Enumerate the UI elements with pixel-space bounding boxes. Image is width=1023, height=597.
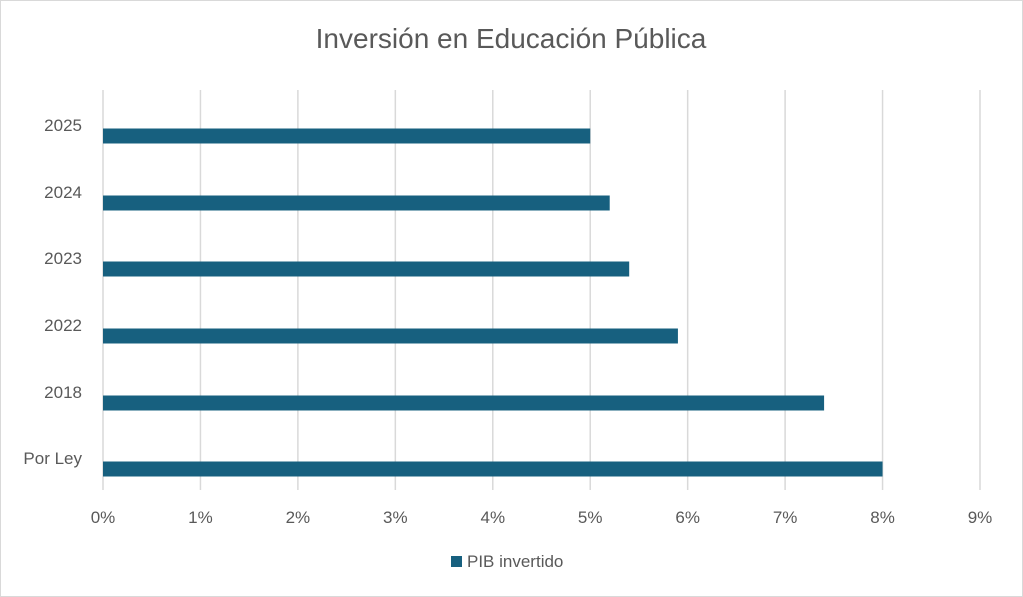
- bar-2025: [103, 128, 591, 144]
- x-tick-label: 4%: [480, 508, 505, 527]
- x-tick-label: 0%: [91, 508, 116, 527]
- bar-2022: [103, 328, 678, 344]
- chart-title: Inversión en Educación Pública: [316, 23, 707, 54]
- x-tick-label: 2%: [286, 508, 311, 527]
- bars: [103, 128, 883, 477]
- category-label: 2018: [44, 383, 82, 402]
- x-tick-label: 3%: [383, 508, 408, 527]
- category-label: 2022: [44, 316, 82, 335]
- bar-2018: [103, 395, 825, 411]
- legend: PIB invertido: [451, 552, 563, 571]
- category-label: Por Ley: [23, 449, 82, 468]
- x-tick-label: 5%: [578, 508, 603, 527]
- legend-label: PIB invertido: [467, 552, 563, 571]
- tick-labels: 0% 1% 2% 3% 4% 5% 6% 7% 8% 9%: [91, 508, 993, 527]
- bar-por-ley: [103, 461, 883, 477]
- category-label: 2025: [44, 116, 82, 135]
- category-label: 2023: [44, 249, 82, 268]
- x-tick-label: 7%: [773, 508, 798, 527]
- x-tick-label: 9%: [968, 508, 993, 527]
- gridlines: [102, 90, 981, 490]
- category-label: 2024: [44, 183, 82, 202]
- legend-swatch: [451, 556, 462, 567]
- bar-2023: [103, 261, 630, 277]
- x-tick-label: 1%: [188, 508, 213, 527]
- x-tick-label: 8%: [870, 508, 895, 527]
- x-tick-label: 6%: [675, 508, 700, 527]
- bar-2024: [103, 195, 610, 211]
- category-labels: Por Ley 2018 2022 2023 2024 2025: [23, 116, 82, 468]
